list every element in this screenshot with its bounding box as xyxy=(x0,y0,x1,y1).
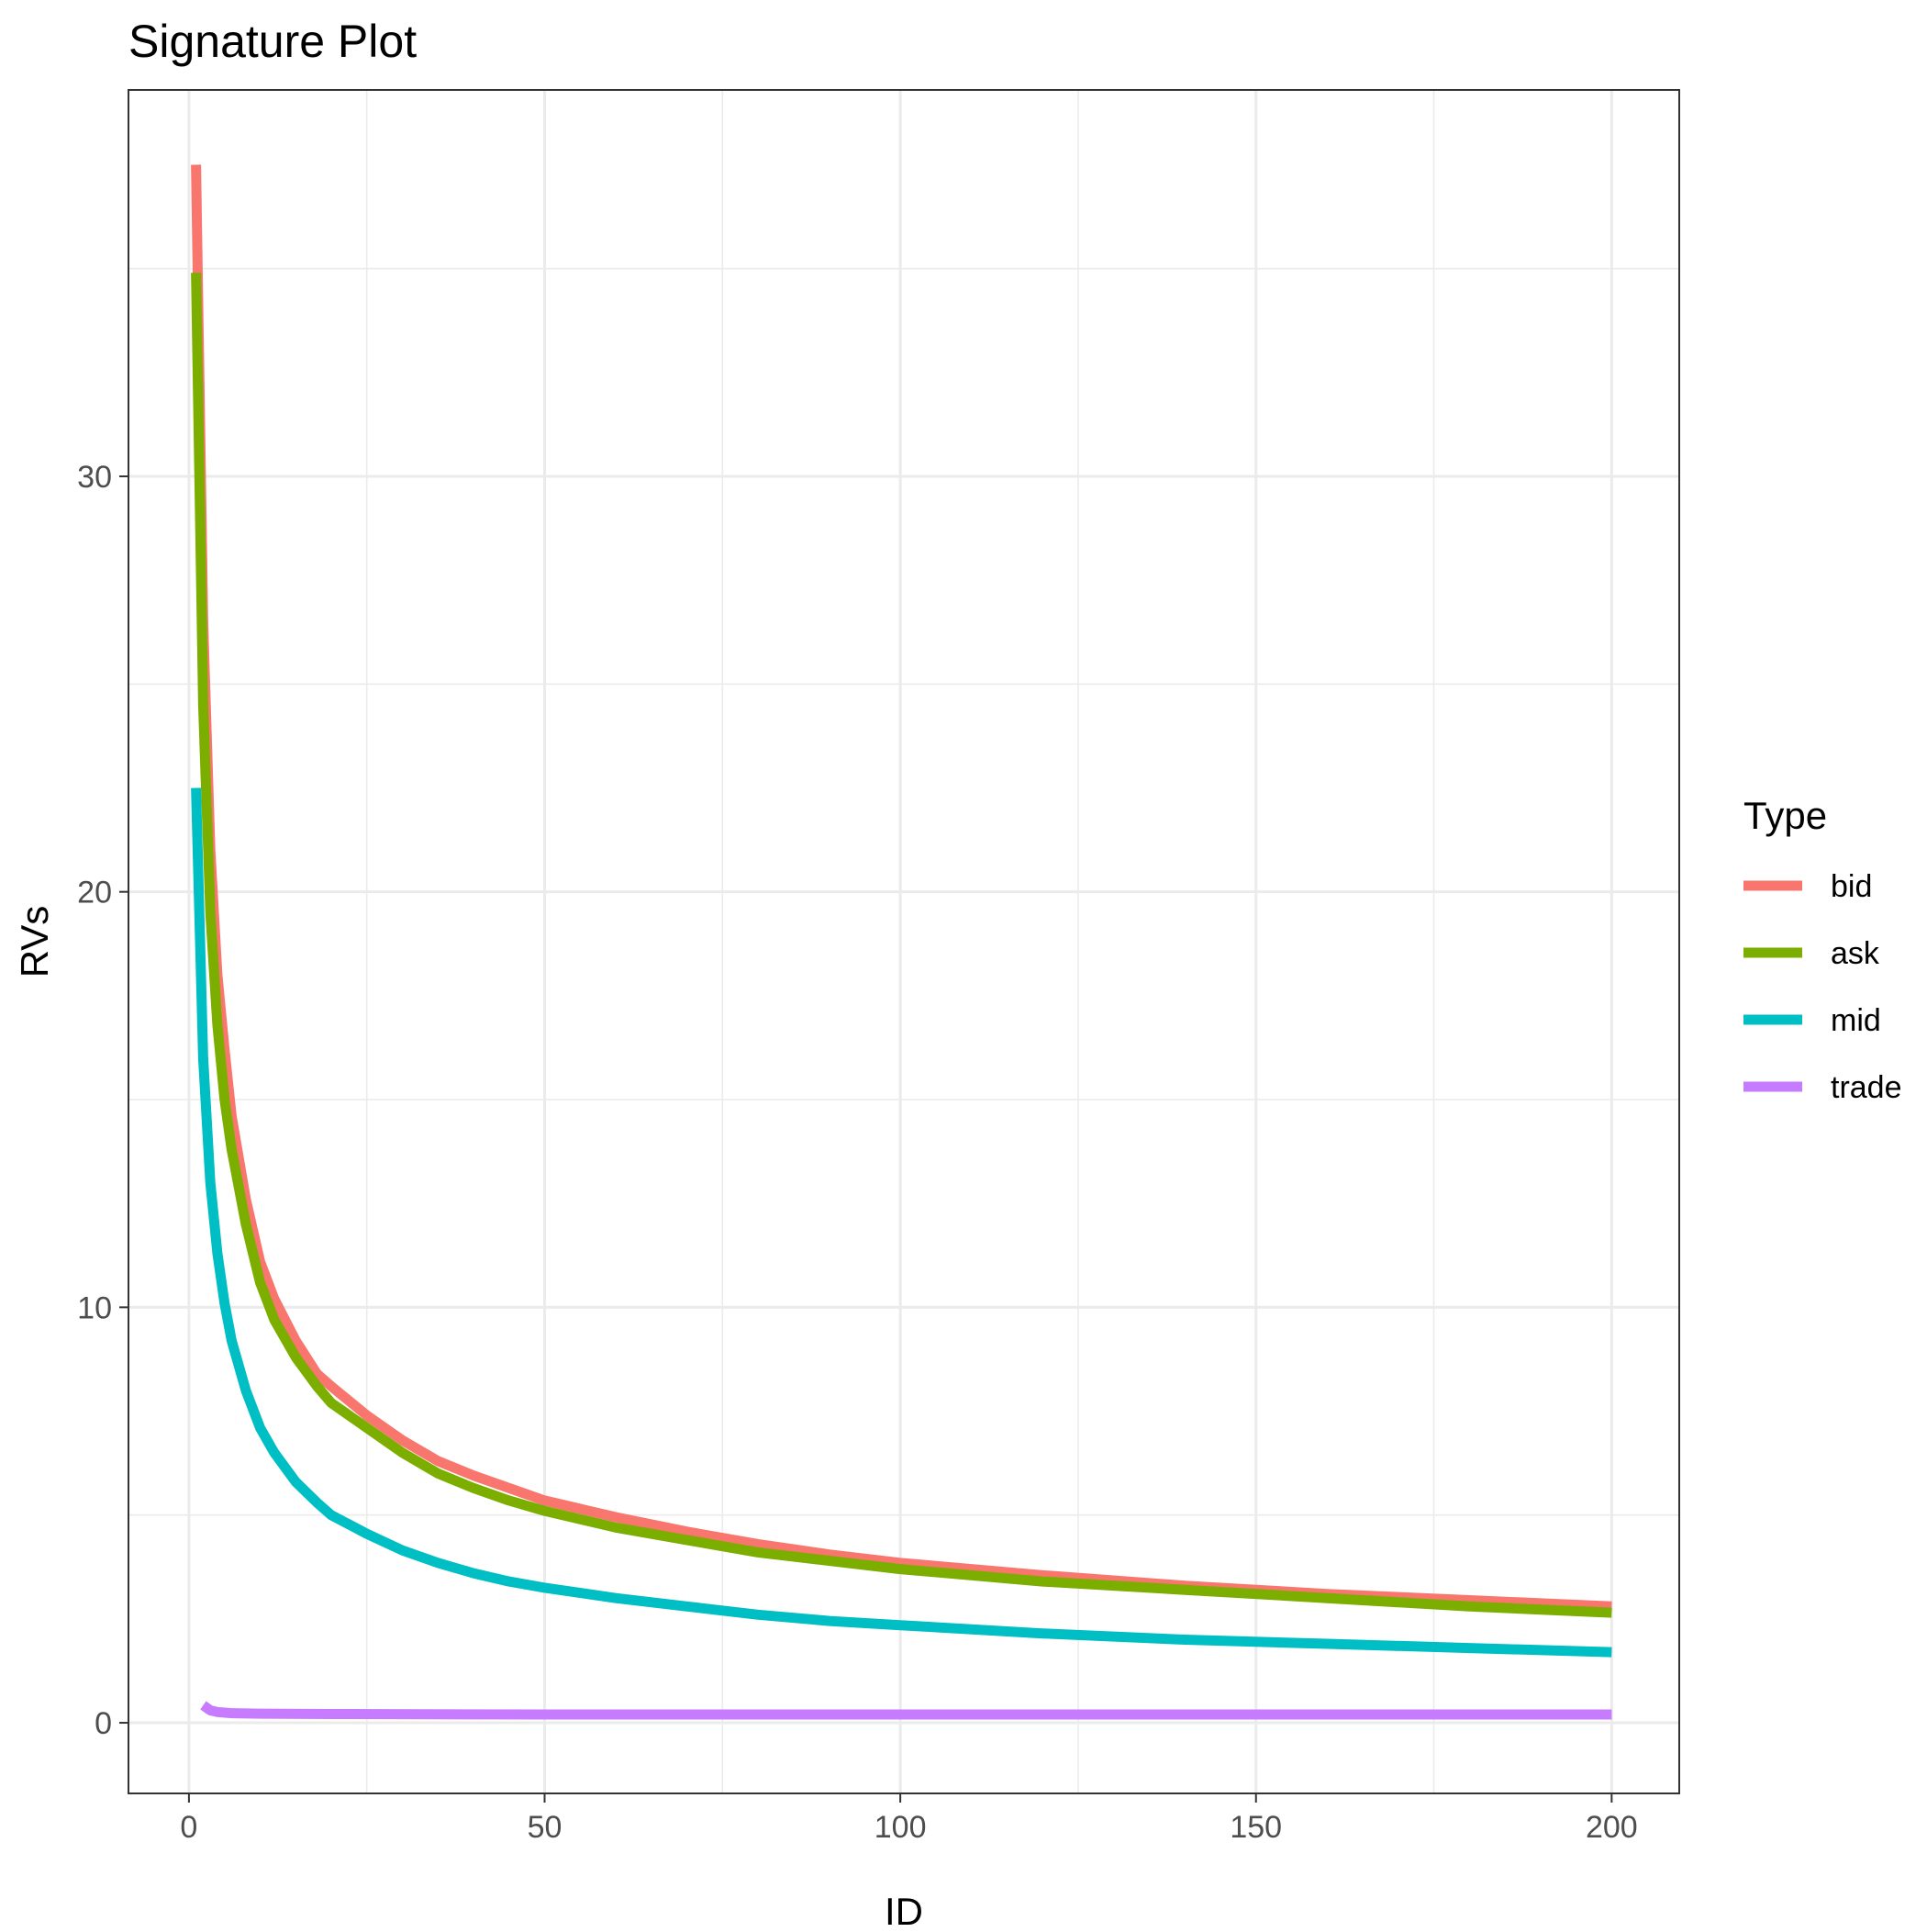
series-lines xyxy=(191,164,1612,1720)
series-line-mid xyxy=(191,787,1612,1658)
x-tick-label: 100 xyxy=(874,1810,927,1845)
y-tick-label: 30 xyxy=(77,460,112,495)
legend-items: bid ask mid trade xyxy=(1743,869,1902,1105)
legend-label-bid: bid xyxy=(1831,869,1872,904)
x-tick-label: 0 xyxy=(180,1810,197,1845)
y-tick-label: 10 xyxy=(77,1290,112,1325)
plot-panel-border xyxy=(128,89,1680,1794)
series-line-bid xyxy=(191,164,1612,1612)
legend-label-mid: mid xyxy=(1831,1003,1881,1038)
x-axis-title: ID xyxy=(885,1890,923,1927)
x-tick-label: 200 xyxy=(1586,1810,1638,1845)
legend-label-ask: ask xyxy=(1831,936,1880,971)
y-axis-title: RVs xyxy=(13,906,56,978)
legend-title: Type xyxy=(1743,794,1827,837)
legend: Type bid ask mid trade xyxy=(1743,794,1902,1105)
grid xyxy=(128,90,1679,1793)
series-line-trade xyxy=(200,1701,1612,1720)
axis-ticks: 0 50 100 150 200 0 10 20 30 xyxy=(77,460,1638,1845)
y-tick-label: 0 xyxy=(95,1706,112,1741)
x-tick-label: 150 xyxy=(1230,1810,1282,1845)
chart-title: Signature Plot xyxy=(128,16,417,67)
series-line-ask xyxy=(191,273,1612,1618)
y-tick-label: 20 xyxy=(77,876,112,910)
legend-label-trade: trade xyxy=(1831,1070,1902,1105)
x-tick-label: 50 xyxy=(528,1810,563,1845)
